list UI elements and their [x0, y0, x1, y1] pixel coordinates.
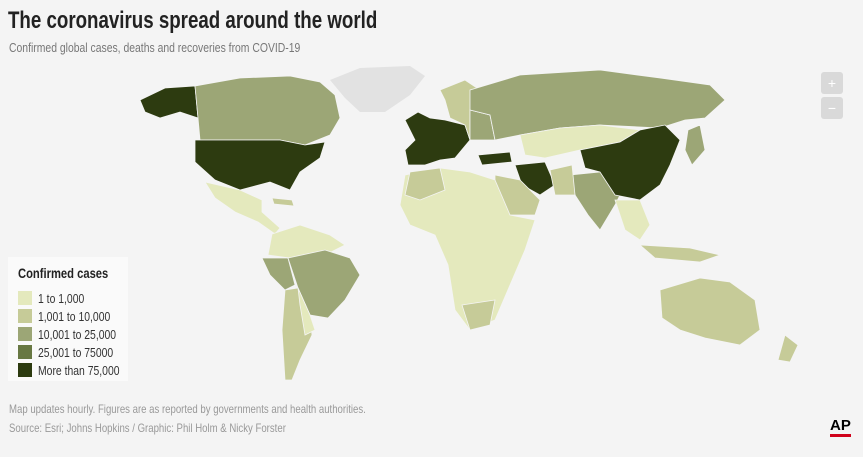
region[interactable] [404, 167, 446, 201]
region[interactable] [194, 75, 341, 146]
subtitle: Confirmed global cases, deaths and recov… [9, 40, 301, 55]
legend-swatch [18, 327, 32, 341]
zoom-out[interactable]: − [821, 97, 843, 119]
title: The coronavirus spread around the world [8, 7, 378, 34]
region[interactable] [194, 139, 326, 191]
region[interactable] [469, 69, 726, 141]
region[interactable] [261, 257, 296, 291]
region[interactable] [399, 167, 536, 331]
region[interactable] [404, 111, 471, 166]
legend-label: 1,001 to 10,000 [38, 309, 111, 324]
greenland [330, 66, 425, 112]
region[interactable] [549, 164, 576, 196]
legend-label: 1 to 1,000 [38, 291, 85, 306]
legend-swatch [18, 291, 32, 305]
legend-swatch [18, 345, 32, 359]
region[interactable] [614, 199, 651, 241]
region[interactable] [684, 124, 706, 166]
region[interactable] [659, 277, 761, 346]
region[interactable] [267, 224, 346, 259]
logo: AP [830, 418, 851, 437]
region[interactable] [461, 299, 496, 331]
region[interactable] [139, 85, 199, 119]
legend: Confirmed cases 1 to 1,000 1,001 to 10,00… [8, 257, 128, 381]
legend-swatch [18, 309, 32, 323]
zoom-in[interactable]: + [821, 72, 843, 94]
region[interactable] [777, 334, 799, 363]
region[interactable] [477, 151, 513, 166]
footnote: Map updates hourly. Figures are as repor… [9, 402, 366, 416]
legend-swatch [18, 363, 32, 377]
legend-label: More than 75,000 [38, 363, 120, 378]
region[interactable] [204, 181, 281, 235]
legend-label: 10,001 to 25,000 [38, 327, 117, 342]
region[interactable] [271, 197, 295, 207]
source: Source: Esri; Johns Hopkins / Graphic: P… [9, 421, 286, 435]
legend-title: Confirmed cases [18, 265, 109, 281]
region[interactable] [638, 244, 722, 263]
region[interactable] [297, 287, 316, 336]
legend-label: 25,001 to 75000 [38, 345, 114, 360]
region[interactable] [579, 124, 681, 201]
